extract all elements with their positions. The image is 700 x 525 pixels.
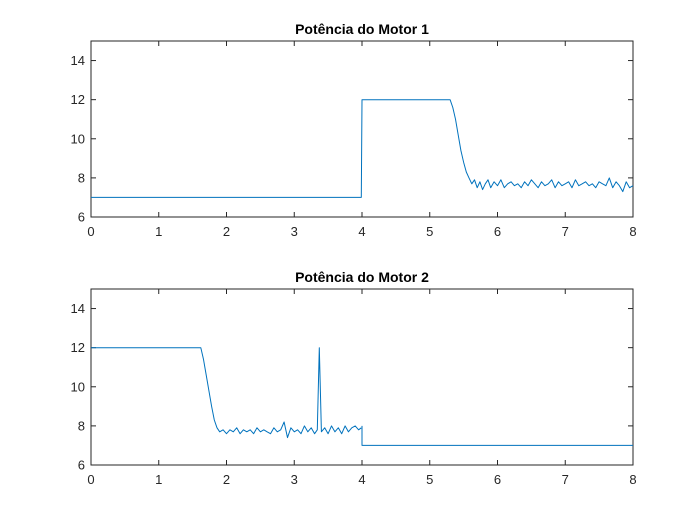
y-tick-label-2-0: 6 bbox=[78, 458, 85, 473]
series-line-2-1-2 bbox=[361, 425, 633, 446]
x-tick-label-1-3: 3 bbox=[291, 224, 298, 239]
y-tick-label-1-3: 12 bbox=[71, 92, 85, 107]
chart-title-2: Potência do Motor 2 bbox=[295, 269, 429, 285]
y-tick-label-2-1: 8 bbox=[78, 418, 85, 433]
series-line-1-1-1 bbox=[91, 99, 634, 198]
x-tick-label-2-7: 7 bbox=[562, 472, 569, 487]
x-tick-label-1-0: 0 bbox=[87, 224, 94, 239]
x-tick-label-2-3: 3 bbox=[291, 472, 298, 487]
x-tick-label-1-7: 7 bbox=[562, 224, 569, 239]
x-tick-label-1-4: 4 bbox=[358, 224, 365, 239]
y-ticks-1: 6 8 10 12 14 bbox=[71, 53, 633, 225]
y-tick-label-2-4: 14 bbox=[71, 301, 85, 316]
y-tick-label-1-0: 6 bbox=[78, 210, 85, 225]
x-tick-label-2-5: 5 bbox=[426, 472, 433, 487]
chart-title-1: Potência do Motor 1 bbox=[295, 21, 429, 37]
y-tick-label-1-4: 14 bbox=[71, 53, 85, 68]
x-tick-label-1-8: 8 bbox=[629, 224, 636, 239]
x-tick-label-1-1: 1 bbox=[155, 224, 162, 239]
x-tick-label-2-8: 8 bbox=[629, 472, 636, 487]
x-tick-label-2-6: 6 bbox=[494, 472, 501, 487]
x-tick-label-1-2: 2 bbox=[223, 224, 230, 239]
x-tick-label-1-6: 6 bbox=[494, 224, 501, 239]
x-tick-label-2-1: 1 bbox=[155, 472, 162, 487]
series-line-2-1-1 bbox=[91, 347, 362, 439]
y-tick-label-2-3: 12 bbox=[71, 340, 85, 355]
y-tick-label-1-2: 10 bbox=[71, 131, 85, 146]
series-lines-1 bbox=[91, 99, 634, 198]
x-tick-label-2-2: 2 bbox=[223, 472, 230, 487]
x-ticks-1: 0 1 2 3 4 5 6 7 8 bbox=[87, 41, 637, 239]
x-tick-label-2-0: 0 bbox=[87, 472, 94, 487]
x-tick-label-2-4: 4 bbox=[358, 472, 365, 487]
y-tick-label-1-1: 8 bbox=[78, 170, 85, 185]
x-tick-label-1-5: 5 bbox=[426, 224, 433, 239]
y-ticks-2: 6 8 10 12 14 bbox=[71, 301, 633, 473]
series-lines-2 bbox=[91, 347, 633, 446]
x-ticks-2: 0 1 2 3 4 5 6 7 8 bbox=[87, 289, 637, 487]
y-tick-label-2-2: 10 bbox=[71, 379, 85, 394]
